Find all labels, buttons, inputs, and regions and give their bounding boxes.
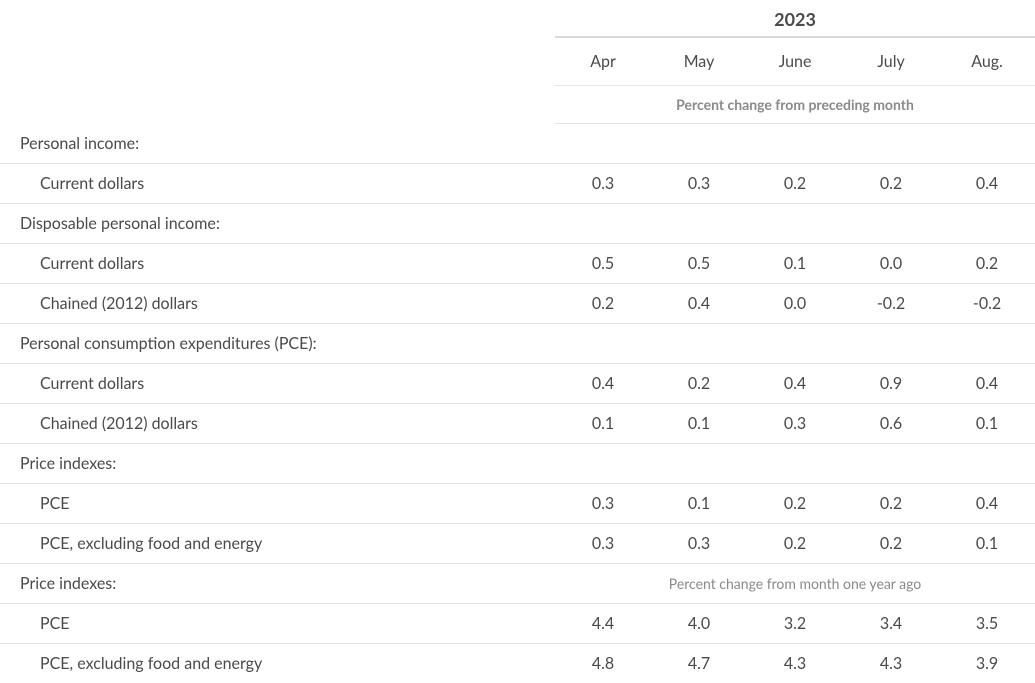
data-cell: 0.1 (939, 523, 1035, 563)
empty-cell (939, 443, 1035, 483)
empty-cell (651, 203, 747, 243)
table-row: Current dollars0.40.20.40.90.4 (0, 363, 1035, 403)
table-row: PCE0.30.10.20.20.4 (0, 483, 1035, 523)
table-row: Price indexes: (0, 443, 1035, 483)
table-row: Personal consumption expenditures (PCE): (0, 323, 1035, 363)
empty-cell (939, 124, 1035, 164)
table-row: PCE, excluding food and energy0.30.30.20… (0, 523, 1035, 563)
empty-cell (747, 203, 843, 243)
data-cell: 0.2 (747, 523, 843, 563)
data-cell: 0.2 (843, 483, 939, 523)
col-month: Aug. (939, 37, 1035, 86)
empty-cell (555, 124, 651, 164)
row-label: PCE (0, 483, 555, 523)
empty-cell (939, 203, 1035, 243)
empty-cell (843, 124, 939, 164)
data-cell: 0.2 (747, 163, 843, 203)
data-cell: 3.2 (747, 603, 843, 643)
data-cell: 0.4 (555, 363, 651, 403)
data-cell: 0.6 (843, 403, 939, 443)
data-cell: 0.2 (555, 283, 651, 323)
table-row: Current dollars0.50.50.10.00.2 (0, 243, 1035, 283)
data-cell: 0.1 (651, 403, 747, 443)
data-cell: 0.0 (843, 243, 939, 283)
data-cell: 3.5 (939, 603, 1035, 643)
empty-cell (747, 124, 843, 164)
data-cell: 0.3 (555, 483, 651, 523)
table-row: Chained (2012) dollars0.10.10.30.60.1 (0, 403, 1035, 443)
data-cell: 0.1 (939, 403, 1035, 443)
data-cell: 0.2 (747, 483, 843, 523)
row-label: Current dollars (0, 243, 555, 283)
row-label: PCE (0, 603, 555, 643)
data-cell: 0.2 (939, 243, 1035, 283)
empty-cell (555, 443, 651, 483)
data-cell: 4.4 (555, 603, 651, 643)
data-cell: 0.5 (651, 243, 747, 283)
data-cell: 0.1 (747, 243, 843, 283)
data-cell: -0.2 (939, 283, 1035, 323)
data-cell: 0.4 (747, 363, 843, 403)
table-row: Current dollars0.30.30.20.20.4 (0, 163, 1035, 203)
data-cell: 0.4 (939, 483, 1035, 523)
row-label: Chained (2012) dollars (0, 283, 555, 323)
data-cell: 0.3 (555, 523, 651, 563)
header-year: 2023 (555, 0, 1035, 37)
row-label: Chained (2012) dollars (0, 403, 555, 443)
data-cell: 4.0 (651, 603, 747, 643)
data-cell: 0.3 (651, 163, 747, 203)
table-header: 2023 Apr May June July Aug. Percent chan… (0, 0, 1035, 124)
table-row: Disposable personal income: (0, 203, 1035, 243)
data-cell: -0.2 (843, 283, 939, 323)
table-row: Price indexes:Percent change from month … (0, 563, 1035, 603)
row-label: Current dollars (0, 163, 555, 203)
empty-cell (747, 323, 843, 363)
empty-cell (843, 323, 939, 363)
header-subhead: Percent change from preceding month (555, 86, 1035, 124)
data-cell: 0.0 (747, 283, 843, 323)
empty-cell (651, 124, 747, 164)
col-month: May (651, 37, 747, 86)
data-cell: 0.2 (843, 163, 939, 203)
table-row: Chained (2012) dollars0.20.40.0-0.2-0.2 (0, 283, 1035, 323)
section-label: Personal income: (0, 124, 555, 164)
table-row: Personal income: (0, 124, 1035, 164)
data-cell: 0.3 (555, 163, 651, 203)
empty-cell (843, 443, 939, 483)
data-cell: 0.1 (555, 403, 651, 443)
section-label: Disposable personal income: (0, 203, 555, 243)
row-label: PCE, excluding food and energy (0, 523, 555, 563)
data-cell: 0.4 (939, 363, 1035, 403)
data-cell: 0.5 (555, 243, 651, 283)
empty-cell (555, 323, 651, 363)
table-row: PCE4.44.03.23.43.5 (0, 603, 1035, 643)
data-cell: 0.3 (747, 403, 843, 443)
section-label: Price indexes: (0, 443, 555, 483)
table-body: Personal income:Current dollars0.30.30.2… (0, 124, 1035, 683)
data-cell: 0.9 (843, 363, 939, 403)
data-cell: 0.2 (843, 523, 939, 563)
data-cell: 0.2 (651, 363, 747, 403)
data-cell: 0.3 (651, 523, 747, 563)
section-label: Price indexes: (0, 563, 555, 603)
data-cell: 0.4 (651, 283, 747, 323)
data-cell: 0.1 (651, 483, 747, 523)
empty-cell (555, 203, 651, 243)
col-month: June (747, 37, 843, 86)
col-month: July (843, 37, 939, 86)
empty-cell (747, 443, 843, 483)
section-label: Personal consumption expenditures (PCE): (0, 323, 555, 363)
empty-cell (939, 323, 1035, 363)
data-cell: 0.4 (939, 163, 1035, 203)
empty-cell (843, 203, 939, 243)
empty-cell (651, 443, 747, 483)
col-month: Apr (555, 37, 651, 86)
economic-data-table: 2023 Apr May June July Aug. Percent chan… (0, 0, 1035, 683)
inline-subhead: Percent change from month one year ago (555, 563, 1035, 603)
row-label: Current dollars (0, 363, 555, 403)
empty-cell (651, 323, 747, 363)
header-spacer (0, 0, 555, 124)
data-cell: 3.4 (843, 603, 939, 643)
